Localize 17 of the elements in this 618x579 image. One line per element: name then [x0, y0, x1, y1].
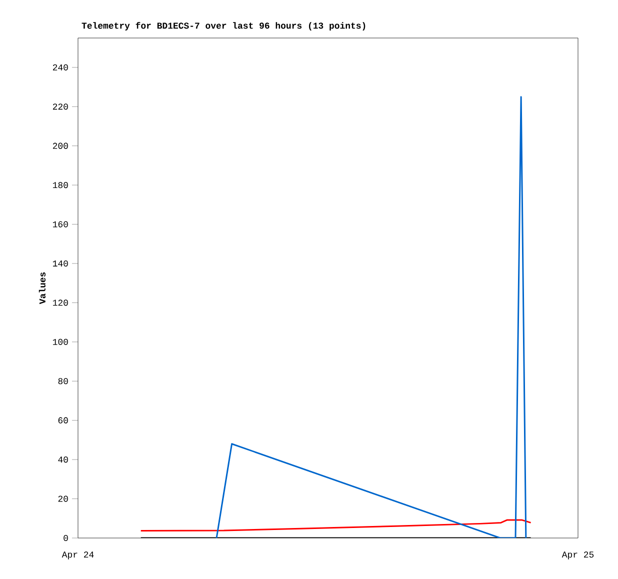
y-tick-label: 140 — [52, 260, 68, 267]
y-axis-title: Values — [38, 272, 46, 304]
y-tick-label: 20 — [58, 496, 68, 502]
y-tick-label: 160 — [52, 221, 68, 228]
y-tick-label: 0 — [64, 534, 68, 542]
y-tick-label: 240 — [52, 64, 68, 70]
y-tick-label: 220 — [52, 104, 68, 110]
y-tick-label: 100 — [52, 338, 68, 345]
y-tick-label: 180 — [52, 182, 68, 188]
x-tick-label: Apr 25 — [562, 552, 594, 560]
y-tick-label: 40 — [58, 456, 68, 463]
x-tick-label: Apr 24 — [62, 552, 94, 560]
y-tick-label: 200 — [52, 142, 68, 149]
y-tick-label: 80 — [58, 378, 68, 384]
y-tick-label: 60 — [58, 417, 68, 424]
y-tick-label: 120 — [52, 300, 68, 306]
chart-title: Telemetry for BD1ECS-7 over last 96 hours (13 points) — [82, 22, 366, 30]
